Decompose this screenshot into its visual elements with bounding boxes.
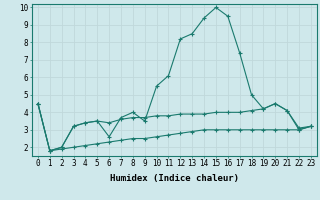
X-axis label: Humidex (Indice chaleur): Humidex (Indice chaleur) [110, 174, 239, 183]
